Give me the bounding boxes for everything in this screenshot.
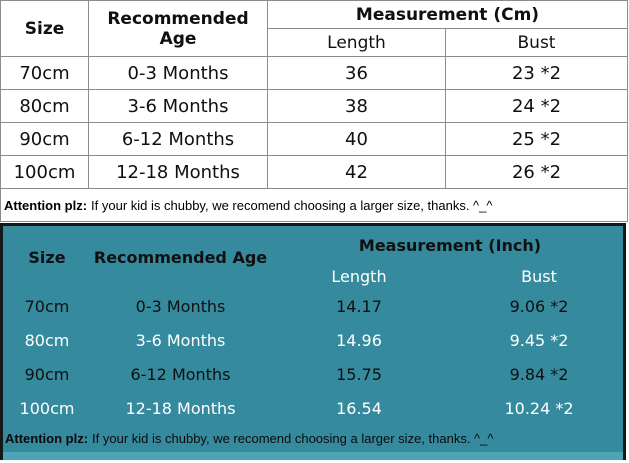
cm-table-row: 90cm 6-12 Months 40 25 *2 <box>0 122 628 156</box>
inch-cell-bust: 10.24 *2 <box>504 398 574 418</box>
cm-attention-note: Attention plz: If your kid is chubby, we … <box>0 188 628 222</box>
size-chart-inch-panel: Size Recommended Age Measurement (Inch) … <box>0 223 626 460</box>
cm-table-row: 100cm 12-18 Months 42 26 *2 <box>0 155 628 189</box>
size-chart-cm-table: Size Recommended Age Measurement (Cm) Le… <box>0 0 628 222</box>
inch-cell-age: 3-6 Months <box>135 330 226 350</box>
inch-table-row: 80cm 3-6 Months 14.96 9.45 *2 <box>3 323 629 357</box>
cm-header-size: Size <box>0 0 89 57</box>
cm-cell-length: 36 <box>267 56 446 90</box>
inch-table-row: 100cm 12-18 Months 16.54 10.24 *2 <box>3 391 629 425</box>
cm-cell-bust: 25 *2 <box>445 122 628 156</box>
cm-cell-age: 12-18 Months <box>88 155 268 189</box>
inch-table-row: 90cm 6-12 Months 15.75 9.84 *2 <box>3 357 629 391</box>
cm-cell-length: 40 <box>267 122 446 156</box>
inch-cell-size: 70cm <box>24 296 70 316</box>
inch-table-row: 70cm 0-3 Months 14.17 9.06 *2 <box>3 289 629 323</box>
cm-cell-bust: 23 *2 <box>445 56 628 90</box>
inch-cell-bust: 9.06 *2 <box>509 296 569 316</box>
inch-cell-bust: 9.45 *2 <box>509 330 569 350</box>
cm-header-length: Length <box>267 28 446 57</box>
cm-cell-bust: 24 *2 <box>445 89 628 123</box>
inch-cell-age: 12-18 Months <box>125 398 236 418</box>
cm-cell-age: 6-12 Months <box>88 122 268 156</box>
inch-cell-size: 90cm <box>24 364 70 384</box>
inch-cell-age: 6-12 Months <box>130 364 231 384</box>
inch-attention-text: If your kid is chubby, we recomend choos… <box>92 431 494 446</box>
inch-cell-bust: 9.84 *2 <box>509 364 569 384</box>
inch-cell-length: 15.75 <box>336 364 382 384</box>
inch-header-size: Size <box>28 248 66 267</box>
cm-cell-length: 38 <box>267 89 446 123</box>
inch-cell-length: 14.96 <box>336 330 382 350</box>
inch-attention-label: Attention plz: <box>5 431 89 446</box>
cm-attention-label: Attention plz: <box>4 197 88 213</box>
inch-cell-length: 14.17 <box>336 296 382 316</box>
inch-header-age: Recommended Age <box>93 248 268 267</box>
inch-header-bust: Bust <box>521 267 557 286</box>
cm-table-row: 80cm 3-6 Months 38 24 *2 <box>0 89 628 123</box>
cm-table-row: 70cm 0-3 Months 36 23 *2 <box>0 56 628 90</box>
cm-cell-size: 80cm <box>0 89 89 123</box>
cm-header-age: Recommended Age <box>88 0 268 57</box>
inch-cell-length: 16.54 <box>336 398 382 418</box>
inch-cell-size: 80cm <box>24 330 70 350</box>
cm-header-measurement-group: Measurement (Cm) <box>267 0 628 29</box>
cm-cell-size: 90cm <box>0 122 89 156</box>
cm-cell-age: 3-6 Months <box>88 89 268 123</box>
cm-cell-age: 0-3 Months <box>88 56 268 90</box>
cm-header-bust: Bust <box>445 28 628 57</box>
bottom-accent-strip <box>3 452 623 460</box>
inch-header-measurement-group: Measurement (Inch) <box>358 235 542 255</box>
cm-cell-bust: 26 *2 <box>445 155 628 189</box>
cm-cell-size: 100cm <box>0 155 89 189</box>
cm-cell-size: 70cm <box>0 56 89 90</box>
cm-cell-length: 42 <box>267 155 446 189</box>
size-chart-inch-table: Size Recommended Age Measurement (Inch) … <box>3 226 629 425</box>
inch-cell-age: 0-3 Months <box>135 296 226 316</box>
inch-attention-note: Attention plz: If your kid is chubby, we … <box>3 425 623 452</box>
inch-header-length: Length <box>331 267 387 286</box>
inch-cell-size: 100cm <box>19 398 75 418</box>
cm-attention-text: If your kid is chubby, we recomend choos… <box>91 197 493 213</box>
